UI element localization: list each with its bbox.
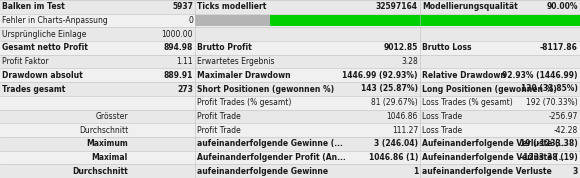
Text: Ursprüngliche Einlage: Ursprüngliche Einlage	[2, 30, 86, 39]
Bar	[0, 69, 580, 82]
Text: Profit Trade: Profit Trade	[197, 125, 241, 135]
Text: 3: 3	[572, 167, 578, 176]
Text: aufeinanderfolgende Verluste: aufeinanderfolgende Verluste	[422, 167, 552, 176]
Text: Grösster: Grösster	[95, 112, 128, 121]
Text: 92.93% (1446.99): 92.93% (1446.99)	[502, 71, 578, 80]
Text: -42.28: -42.28	[554, 125, 578, 135]
Text: Aufeinanderfolgende Verluste (...: Aufeinanderfolgende Verluste (...	[422, 139, 567, 148]
Bar	[0, 82, 580, 96]
Text: Relative Drawdown: Relative Drawdown	[422, 71, 506, 80]
Text: 3.28: 3.28	[401, 57, 418, 66]
Text: 111.27: 111.27	[392, 125, 418, 135]
Text: 1446.99 (92.93%): 1446.99 (92.93%)	[343, 71, 418, 80]
Text: Profit Trades (% gesamt): Profit Trades (% gesamt)	[197, 98, 291, 107]
Text: Balken im Test: Balken im Test	[2, 2, 65, 11]
Text: 19 (-1233.38): 19 (-1233.38)	[520, 139, 578, 148]
Bar	[195, 15, 270, 26]
Text: 273: 273	[177, 85, 193, 93]
Text: 1.11: 1.11	[176, 57, 193, 66]
Text: Trades gesamt: Trades gesamt	[2, 85, 66, 93]
Bar	[0, 96, 580, 109]
Text: 0: 0	[188, 16, 193, 25]
Text: 1000.00: 1000.00	[161, 30, 193, 39]
Text: Long Positionen (gewonnen %): Long Positionen (gewonnen %)	[422, 85, 557, 93]
Text: Aufeinanderfolgende Verluste (...: Aufeinanderfolgende Verluste (...	[422, 153, 567, 162]
Text: 143 (25.87%): 143 (25.87%)	[361, 85, 418, 93]
Text: Brutto Loss: Brutto Loss	[422, 43, 472, 53]
Text: Maximaler Drawdown: Maximaler Drawdown	[197, 71, 291, 80]
Text: -256.97: -256.97	[549, 112, 578, 121]
Bar	[0, 123, 580, 137]
Text: 90.00%: 90.00%	[546, 2, 578, 11]
Text: 81 (29.67%): 81 (29.67%)	[371, 98, 418, 107]
Text: 130 (33.85%): 130 (33.85%)	[521, 85, 578, 93]
Bar	[0, 109, 580, 123]
Text: Short Positionen (gewonnen %): Short Positionen (gewonnen %)	[197, 85, 334, 93]
Text: aufeinanderfolgende Gewinne (...: aufeinanderfolgende Gewinne (...	[197, 139, 343, 148]
Bar	[0, 151, 580, 164]
Text: -1233.38 (19): -1233.38 (19)	[520, 153, 578, 162]
Bar	[0, 55, 580, 69]
Text: Profit Faktor: Profit Faktor	[2, 57, 49, 66]
Text: Profit Trade: Profit Trade	[197, 112, 241, 121]
Text: Aufeinanderfolgender Profit (An...: Aufeinanderfolgender Profit (An...	[197, 153, 346, 162]
Text: -8117.86: -8117.86	[540, 43, 578, 53]
Text: 32597164: 32597164	[376, 2, 418, 11]
Text: Maximum: Maximum	[86, 139, 128, 148]
Bar	[0, 14, 580, 27]
Text: 9012.85: 9012.85	[383, 43, 418, 53]
Text: Loss Trade: Loss Trade	[422, 125, 462, 135]
Text: Ticks modelliert: Ticks modelliert	[197, 2, 266, 11]
Bar	[0, 41, 580, 55]
Text: Maximal: Maximal	[92, 153, 128, 162]
Bar	[0, 27, 580, 41]
Text: Durchschnitt: Durchschnitt	[72, 167, 128, 176]
Text: 1: 1	[413, 167, 418, 176]
Text: Loss Trade: Loss Trade	[422, 112, 462, 121]
Bar	[0, 0, 580, 14]
Text: 3 (246.04): 3 (246.04)	[374, 139, 418, 148]
Text: 1046.86 (1): 1046.86 (1)	[369, 153, 418, 162]
Bar	[0, 164, 580, 178]
Text: 894.98: 894.98	[164, 43, 193, 53]
Text: 192 (70.33%): 192 (70.33%)	[526, 98, 578, 107]
Text: Fehler in Charts-Anpassung: Fehler in Charts-Anpassung	[2, 16, 108, 25]
Bar	[270, 15, 580, 26]
Text: Gesamt netto Profit: Gesamt netto Profit	[2, 43, 88, 53]
Text: Modellierungsqualität: Modellierungsqualität	[422, 2, 518, 11]
Text: Erwartetes Ergebnis: Erwartetes Ergebnis	[197, 57, 274, 66]
Text: 1046.86: 1046.86	[387, 112, 418, 121]
Text: Brutto Profit: Brutto Profit	[197, 43, 252, 53]
Bar	[0, 137, 580, 151]
Text: Durchschnitt: Durchschnitt	[79, 125, 128, 135]
Text: 889.91: 889.91	[164, 71, 193, 80]
Text: 5937: 5937	[172, 2, 193, 11]
Text: aufeinanderfolgende Gewinne: aufeinanderfolgende Gewinne	[197, 167, 328, 176]
Text: Loss Trades (% gesamt): Loss Trades (% gesamt)	[422, 98, 513, 107]
Text: Drawdown absolut: Drawdown absolut	[2, 71, 83, 80]
